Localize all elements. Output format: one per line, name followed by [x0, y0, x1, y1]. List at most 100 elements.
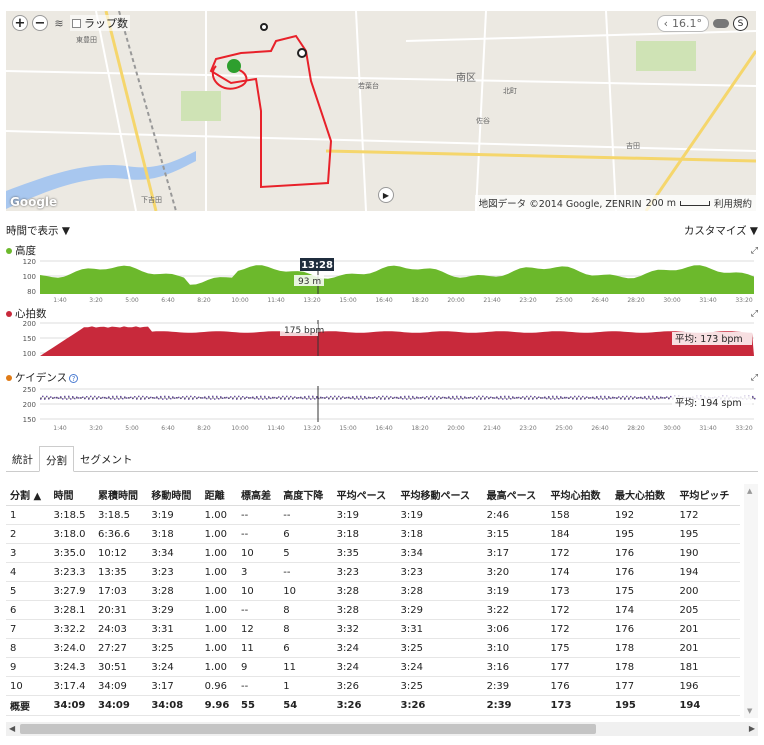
- heart-rate-chart[interactable]: 200 150 100 175 bpm 平均: 173 bpm: [6, 320, 758, 356]
- cadence-point: [466, 397, 468, 399]
- cadence-point: [752, 395, 754, 398]
- average-bg: [672, 332, 752, 345]
- column-header[interactable]: 移動時間: [147, 484, 201, 506]
- cursor-value-bg: [280, 324, 318, 336]
- table-cell: 3:34: [396, 543, 483, 563]
- time-display-dropdown[interactable]: 時間で表示 ▼: [6, 225, 70, 237]
- x-tick-label: 18:20: [411, 425, 428, 432]
- temperature-badge[interactable]: ‹ 16.1°: [656, 15, 709, 32]
- column-header[interactable]: 標高差: [237, 484, 280, 506]
- cadence-point: [422, 396, 424, 399]
- table-cell: 177: [610, 676, 676, 696]
- route-map[interactable]: 南区 東豊田 若葉台 北町 佐谷 吉田 下吉田 + − ≋ ラップ数 ‹ 16.…: [6, 11, 756, 211]
- expand-icon[interactable]: ⤢: [750, 372, 758, 383]
- horizontal-scrollbar[interactable]: ◀ ▶: [6, 722, 758, 736]
- column-header[interactable]: 平均移動ペース: [396, 484, 483, 506]
- expand-icon[interactable]: ⤢: [750, 245, 758, 256]
- column-header[interactable]: 平均心拍数: [546, 484, 611, 506]
- lap-marker[interactable]: [297, 48, 307, 58]
- cadence-point: [456, 395, 458, 398]
- cadence-point: [64, 395, 66, 398]
- cadence-point: [654, 398, 656, 400]
- column-header[interactable]: 高度下降: [279, 484, 333, 506]
- scroll-down-icon[interactable]: ▼: [747, 707, 753, 715]
- zoom-in-button[interactable]: +: [12, 15, 28, 31]
- start-marker[interactable]: [227, 59, 241, 73]
- vertical-scrollbar[interactable]: ▲ ▼: [744, 484, 758, 718]
- column-header[interactable]: 平均ピッチ: [675, 484, 740, 506]
- x-tick-label: 31:40: [699, 425, 716, 432]
- cadence-point: [632, 397, 634, 400]
- table-row[interactable]: 9 3:24.3 30:51 3:24 1.00 9 11 3:24 3:24 3:16 177 17…: [6, 657, 740, 677]
- table-row[interactable]: 4 3:23.3 13:35 3:23 1.00 3 -- 3:23 3:23 3:20 174 17…: [6, 562, 740, 582]
- scroll-right-icon[interactable]: ▶: [748, 724, 755, 733]
- zoom-out-button[interactable]: −: [32, 15, 48, 31]
- lap-toggle[interactable]: ラップ数: [70, 15, 130, 31]
- table-row[interactable]: 10 3:17.4 34:09 3:17 0.96 -- 1 3:26 3:25 2:39 176 1…: [6, 676, 740, 696]
- cadence-point: [388, 398, 390, 400]
- cadence-point: [142, 395, 144, 398]
- scroll-up-icon[interactable]: ▲: [747, 487, 753, 495]
- expand-icon[interactable]: ⤢: [750, 308, 758, 319]
- table-row[interactable]: 6 3:28.1 20:31 3:29 1.00 -- 8 3:28 3:29 3:22 172 17…: [6, 600, 740, 620]
- cadence-point: [548, 396, 550, 398]
- scroll-left-icon[interactable]: ◀: [9, 724, 16, 733]
- column-header[interactable]: 最大心拍数: [610, 484, 676, 506]
- cadence-point: [242, 396, 244, 398]
- table-cell: 1.00: [200, 600, 237, 620]
- layers-icon[interactable]: ≋: [54, 16, 64, 30]
- cadence-point: [662, 397, 664, 399]
- table-cell: 175: [546, 638, 611, 658]
- cadence-chart[interactable]: 250 200 150 平均: 194 spm 1:40 3:20 5:00 6:40 8:20…: [6, 386, 758, 432]
- table-row[interactable]: 8 3:24.0 27:27 3:25 1.00 11 6 3:24 3:25 3:10 175 17…: [6, 638, 740, 658]
- column-header[interactable]: 平均ペース: [332, 484, 397, 506]
- table-row[interactable]: 7 3:32.2 24:03 3:31 1.00 12 8 3:32 3:31 3:06 172 17…: [6, 619, 740, 639]
- elevation-chart[interactable]: 120 100 80 13:28 93 m 1:40 3:20 5:00 6:40 8:20 10:…: [6, 258, 758, 304]
- cadence-point: [640, 396, 642, 399]
- tab-stats[interactable]: 統計: [12, 454, 33, 466]
- tab-segments[interactable]: セグメント: [80, 454, 133, 466]
- tab-splits[interactable]: 分割: [39, 446, 74, 472]
- cadence-point: [606, 398, 608, 400]
- column-header[interactable]: 最高ペース: [482, 484, 547, 506]
- cadence-point: [558, 398, 560, 400]
- table-row[interactable]: 5 3:27.9 17:03 3:28 1.00 10 10 3:28 3:28 3:19 173 1…: [6, 581, 740, 601]
- map-label: 吉田: [626, 142, 640, 150]
- x-tick-label: 8:20: [197, 297, 211, 304]
- column-header[interactable]: 累積時間: [93, 484, 148, 506]
- chart-svg: 200 150 100 175 bpm 平均: 173 bpm: [23, 320, 754, 356]
- scroll-thumb[interactable]: [20, 724, 596, 734]
- cadence-point: [158, 397, 160, 400]
- terms-link[interactable]: 利用規約: [713, 199, 752, 210]
- y-tick-label: 80: [27, 288, 36, 296]
- cadence-point: [174, 397, 176, 399]
- table-cell: 195: [610, 524, 676, 544]
- table-cell: 概要: [6, 695, 50, 716]
- cadence-point: [138, 395, 140, 398]
- column-header[interactable]: 距離: [200, 484, 237, 506]
- table-cell: 5: [6, 581, 50, 601]
- cadence-point: [178, 396, 180, 399]
- cadence-point: [546, 397, 548, 400]
- cadence-point: [502, 398, 504, 400]
- column-header[interactable]: 分割 ▲: [6, 484, 50, 506]
- summary-row[interactable]: 概要 34:09 34:09 34:08 9.96 55 54 3:26 3:26 2:39 173…: [6, 695, 740, 716]
- lap-checkbox[interactable]: [72, 18, 81, 28]
- average-label: 平均: 194 spm: [675, 397, 742, 409]
- table-row[interactable]: 2 3:18.0 6:36.6 3:18 1.00 -- 6 3:18 3:18 3:15 184 1…: [6, 524, 740, 544]
- lap-marker[interactable]: [260, 23, 268, 31]
- weather-widget: ‹ 16.1° S: [656, 15, 748, 32]
- cadence-point: [306, 398, 308, 400]
- table-row[interactable]: 3 3:35.0 10:12 3:34 1.00 10 5 3:35 3:34 3:17 172 17…: [6, 543, 740, 563]
- column-header[interactable]: 時間: [49, 484, 94, 506]
- cadence-point: [86, 396, 88, 398]
- cadence-point: [182, 396, 184, 398]
- temperature-value: 16.1°: [672, 17, 702, 30]
- play-icon[interactable]: ▶: [378, 187, 394, 203]
- cadence-label: ケイデンス: [15, 372, 68, 384]
- cursor-time: 13:28: [301, 260, 333, 271]
- table-row[interactable]: 1 3:18.5 3:18.5 3:19 1.00 -- -- 3:19 3:19 2:46 158…: [6, 505, 740, 525]
- cadence-point: [338, 395, 340, 398]
- customize-dropdown[interactable]: カスタマイズ ▼: [683, 225, 758, 237]
- help-icon[interactable]: ?: [69, 374, 79, 383]
